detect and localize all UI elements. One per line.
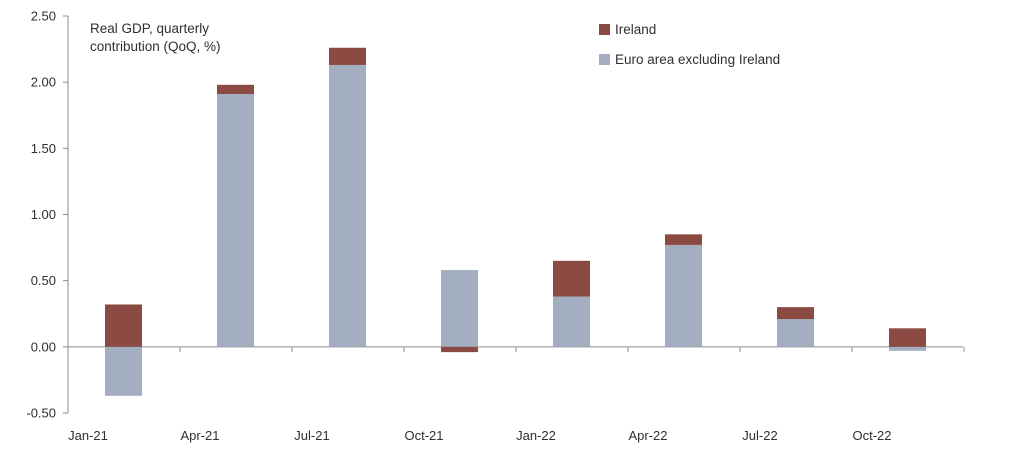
bar-ireland-jan-22	[553, 260, 590, 297]
bar-ireland-jul-22	[777, 307, 814, 320]
x-tick-label: Apr-21	[180, 428, 219, 443]
x-tick-label: Jan-21	[68, 428, 108, 443]
bar-euro-area-excluding-ireland-apr-22	[665, 244, 702, 347]
legend-swatch-ireland	[599, 24, 610, 35]
y-tick-label: 0.00	[31, 339, 56, 354]
legend: Ireland Euro area excluding Ireland	[599, 22, 780, 67]
y-tick-label: 1.00	[31, 207, 56, 222]
y-tick-label: -0.50	[26, 406, 56, 421]
y-tick-label: 2.00	[31, 75, 56, 90]
labels: -0.50 0.00 0.50 1.00 1.50 2.00 2.50 Jan-21 Apr-2…	[26, 9, 891, 444]
y-tick-label: 0.50	[31, 273, 56, 288]
legend-label-ireland: Ireland	[615, 22, 656, 37]
bar-ireland-oct-21	[441, 346, 478, 353]
legend-swatch-euro-area-excl-ireland	[599, 54, 610, 65]
axes	[63, 15, 965, 414]
bar-ireland-jul-21	[329, 47, 366, 65]
x-tick-label: Jan-22	[516, 428, 556, 443]
bars	[105, 47, 926, 396]
bar-euro-area-excluding-ireland-jan-21	[105, 346, 142, 396]
annotation-line-2: contribution (QoQ, %)	[90, 39, 221, 54]
bar-euro-area-excluding-ireland-apr-21	[217, 94, 254, 347]
bar-euro-area-excluding-ireland-oct-22	[889, 346, 926, 351]
x-tick-label: Jul-21	[294, 428, 329, 443]
legend-label-euro-area-excl-ireland: Euro area excluding Ireland	[615, 52, 780, 67]
x-tick-label: Oct-22	[852, 428, 891, 443]
bar-ireland-oct-22	[889, 328, 926, 347]
bar-euro-area-excluding-ireland-jan-22	[553, 296, 590, 347]
y-tick-label: 1.50	[31, 141, 56, 156]
y-tick-label: 2.50	[31, 9, 56, 24]
x-tick-label: Jul-22	[742, 428, 777, 443]
bar-euro-area-excluding-ireland-jul-21	[329, 64, 366, 347]
bar-ireland-apr-22	[665, 234, 702, 245]
x-tick-label: Apr-22	[628, 428, 667, 443]
bar-ireland-apr-21	[217, 84, 254, 95]
bar-euro-area-excluding-ireland-oct-21	[441, 270, 478, 347]
x-tick-label: Oct-21	[404, 428, 443, 443]
annotation-line-1: Real GDP, quarterly	[90, 21, 209, 36]
bar-ireland-jan-21	[105, 304, 142, 347]
bar-euro-area-excluding-ireland-jul-22	[777, 319, 814, 347]
